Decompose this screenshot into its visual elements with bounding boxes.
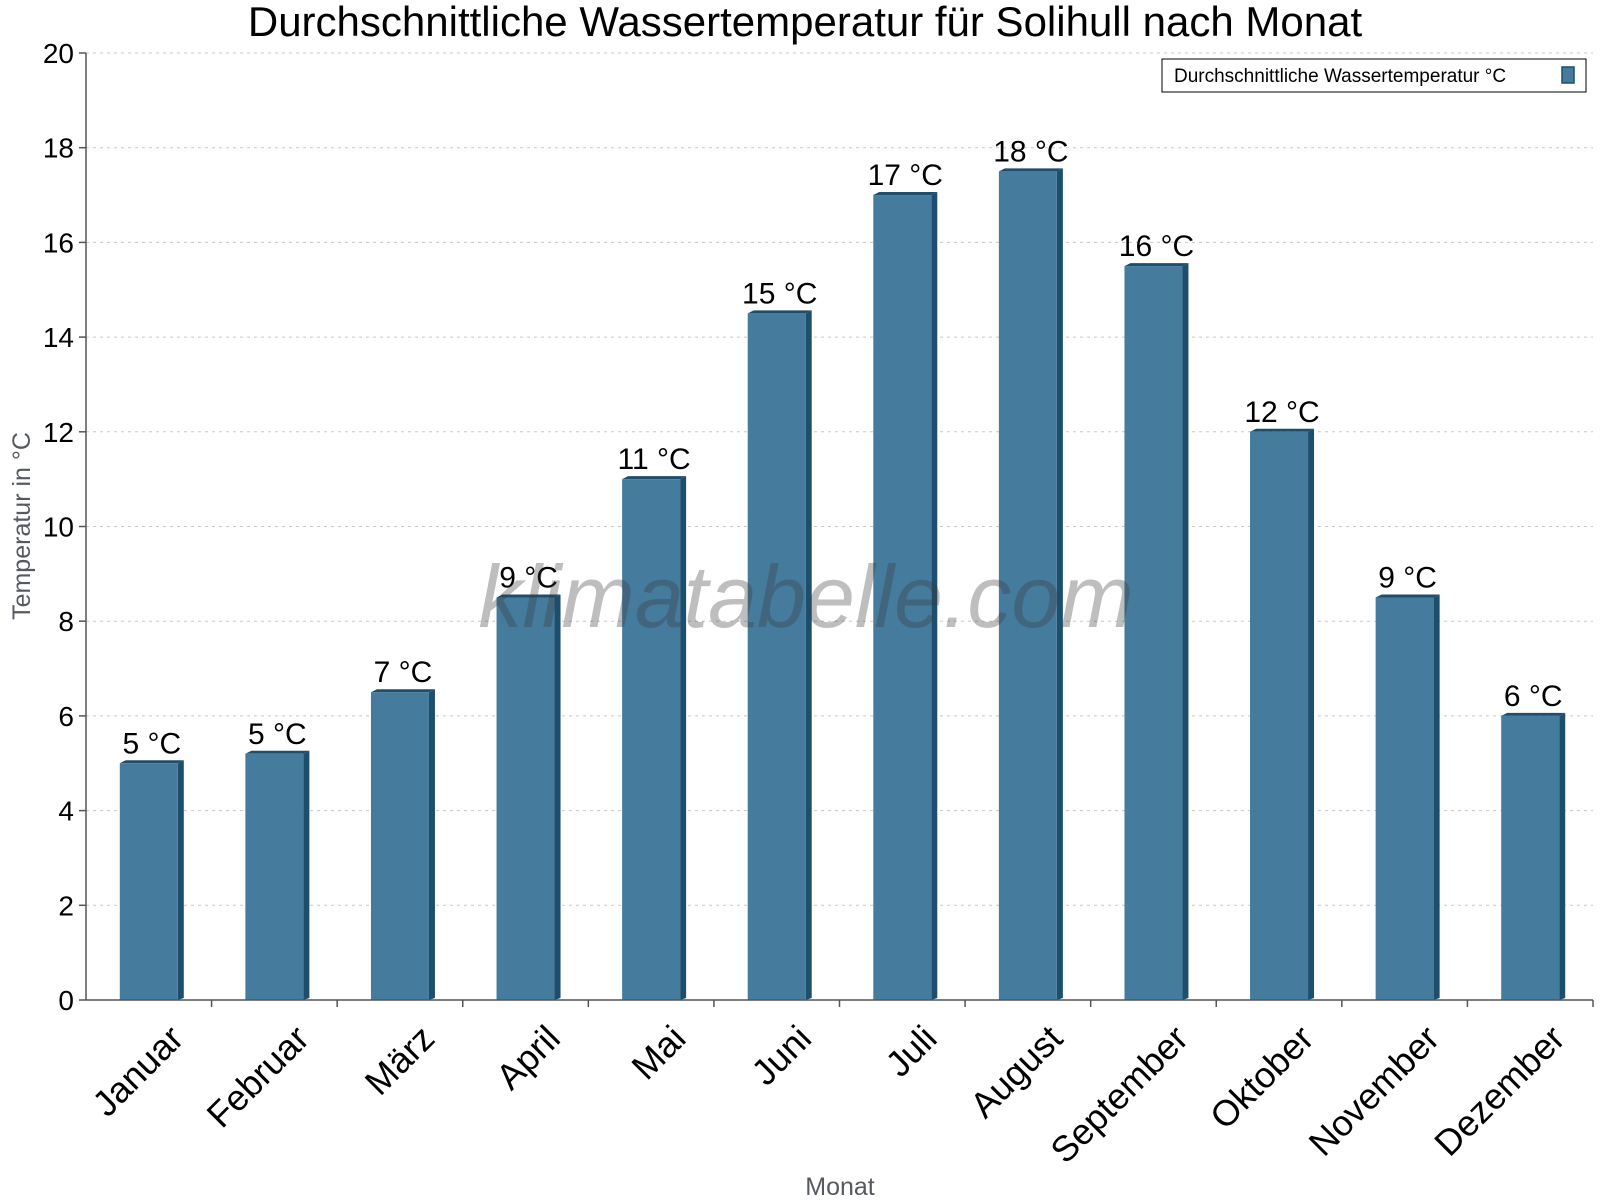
legend: Durchschnittliche Wassertemperatur °C	[1161, 58, 1587, 93]
x-axis-title: Monat	[805, 1173, 875, 1200]
bar-side	[1433, 594, 1440, 1000]
bar-front	[245, 753, 304, 1000]
bar-top	[119, 760, 184, 764]
data-labels: 5 °C 5 °C 7 °C 9 °C 11 °C 15 °C 17 °C 18 °C 16 °…	[122, 135, 1562, 760]
bar-side	[805, 310, 812, 1000]
data-label: 9 °C	[499, 562, 558, 595]
bar-top	[1375, 594, 1440, 598]
bar-top	[245, 750, 310, 754]
bar-side	[1559, 712, 1566, 1000]
bar-top	[998, 168, 1063, 172]
legend-label: Durchschnittliche Wassertemperatur °C	[1174, 66, 1506, 87]
y-tick-label: 18	[43, 133, 74, 164]
bar-top	[747, 310, 812, 314]
bar-side	[680, 476, 687, 1000]
data-label: 6 °C	[1504, 680, 1563, 713]
bar-top	[1501, 712, 1566, 716]
bar-top	[1250, 428, 1315, 432]
y-tick-label: 16	[43, 227, 74, 258]
bars	[119, 168, 1566, 1001]
watermark: klimatabelle.com	[478, 547, 1133, 646]
bar	[496, 594, 561, 1000]
bar-top	[496, 594, 561, 598]
bar-front	[1375, 597, 1434, 1000]
legend-swatch	[1561, 66, 1575, 84]
x-tick-label: Oktober	[1202, 1017, 1322, 1137]
bar-front	[1501, 715, 1560, 1000]
data-label: 5 °C	[248, 718, 307, 751]
data-label: 17 °C	[868, 159, 943, 192]
x-tick-label: Januar	[84, 1017, 191, 1124]
bar-front	[1250, 431, 1309, 1000]
y-tick-label: 0	[58, 985, 74, 1016]
bar-front	[998, 171, 1057, 1000]
bar-side	[1056, 168, 1063, 1000]
bar	[998, 168, 1063, 1000]
bar-front	[747, 313, 806, 1000]
gridlines	[86, 52, 1593, 906]
y-tick-label: 10	[43, 512, 74, 543]
bar-front	[622, 479, 681, 1000]
y-tick-label: 2	[58, 890, 74, 921]
x-tick-label: März	[357, 1017, 443, 1103]
bar-side	[1182, 263, 1189, 1000]
y-tick-label: 4	[58, 796, 74, 827]
bar-front	[1124, 266, 1183, 1000]
bar	[873, 192, 938, 1001]
bar	[119, 760, 184, 1000]
y-tick-label: 12	[43, 417, 74, 448]
data-label: 11 °C	[618, 443, 691, 476]
bar-front	[119, 763, 178, 1000]
bar-side	[554, 594, 561, 1000]
x-axis-ticks: Januar Februar März April Mai Juni Juli AugustS…	[84, 1000, 1594, 1171]
y-tick-label: 14	[43, 322, 74, 353]
bar	[1375, 594, 1440, 1000]
x-tick-label: Juli	[877, 1017, 944, 1084]
x-tick-label: April	[488, 1017, 568, 1097]
bar	[1250, 428, 1315, 1000]
x-tick-label: Dezember	[1426, 1017, 1572, 1163]
x-tick-label: August	[962, 1017, 1070, 1125]
y-axis-ticks: 0 2 4 6 8 10 12 14 16 18 20	[43, 38, 86, 1016]
data-label: 18 °C	[993, 135, 1068, 168]
chart-title: Durchschnittliche Wassertemperatur für S…	[248, 0, 1363, 45]
bar-side	[428, 689, 435, 1000]
bar-top	[370, 689, 435, 693]
bar	[1124, 263, 1189, 1000]
bar	[622, 476, 687, 1000]
bar-top	[622, 476, 687, 480]
bar	[245, 750, 310, 1000]
data-label: 16 °C	[1119, 230, 1194, 263]
bar-front	[370, 692, 429, 1000]
y-tick-label: 20	[43, 38, 74, 69]
x-tick-label: Mai	[623, 1017, 693, 1087]
bar-side	[303, 750, 310, 1000]
data-label: 9 °C	[1378, 562, 1437, 595]
bar-side	[177, 760, 184, 1000]
bar	[370, 689, 435, 1000]
bar-top	[873, 192, 938, 196]
x-tick-label: Juni	[743, 1017, 819, 1093]
y-axis-title: Temperatur in °C	[8, 432, 36, 620]
legend-box	[1161, 58, 1587, 93]
data-label: 7 °C	[374, 656, 433, 689]
data-label: 12 °C	[1244, 396, 1319, 429]
bar-front	[496, 597, 555, 1000]
data-label: 5 °C	[122, 727, 181, 760]
x-tick-label: September	[1042, 1017, 1196, 1171]
bar-side	[1308, 428, 1315, 1000]
x-tick-label: Februar	[199, 1017, 317, 1135]
bar	[1501, 712, 1566, 1000]
y-tick-label: 6	[58, 701, 74, 732]
bar-top	[1124, 263, 1189, 267]
bar-front	[873, 195, 932, 1001]
data-label: 15 °C	[742, 277, 817, 310]
bar-side	[931, 192, 938, 1001]
x-tick-label: November	[1301, 1017, 1447, 1163]
bar	[747, 310, 812, 1000]
y-tick-label: 8	[58, 606, 74, 637]
